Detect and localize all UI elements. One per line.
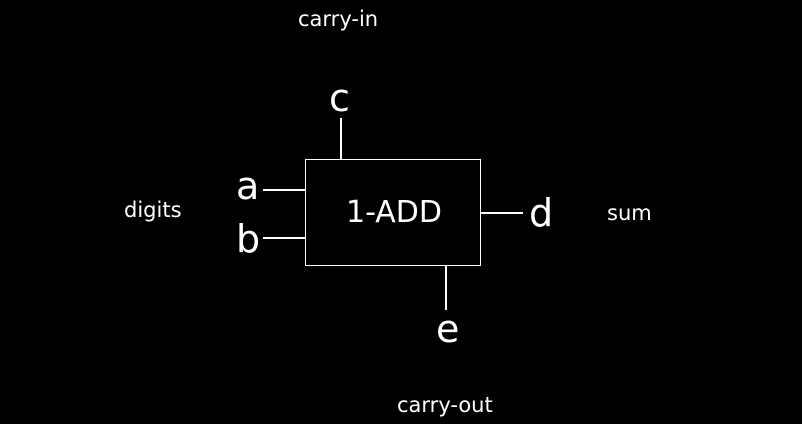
adder-box-label: 1-ADD xyxy=(346,195,442,230)
port-b-label: b xyxy=(236,217,261,261)
adder-box: 1-ADD xyxy=(305,159,481,266)
port-c-label: c xyxy=(329,76,350,120)
wire-e xyxy=(445,266,447,310)
wire-b xyxy=(263,237,305,239)
sum-label: sum xyxy=(607,201,652,225)
carry-out-label: carry-out xyxy=(397,393,493,417)
wire-d xyxy=(481,212,523,214)
port-a-label: a xyxy=(236,164,260,208)
port-e-label: e xyxy=(436,307,460,351)
port-d-label: d xyxy=(529,191,554,235)
carry-in-label: carry-in xyxy=(298,7,379,31)
digits-label: digits xyxy=(124,198,182,222)
wire-a xyxy=(263,189,305,191)
wire-c xyxy=(340,118,342,159)
